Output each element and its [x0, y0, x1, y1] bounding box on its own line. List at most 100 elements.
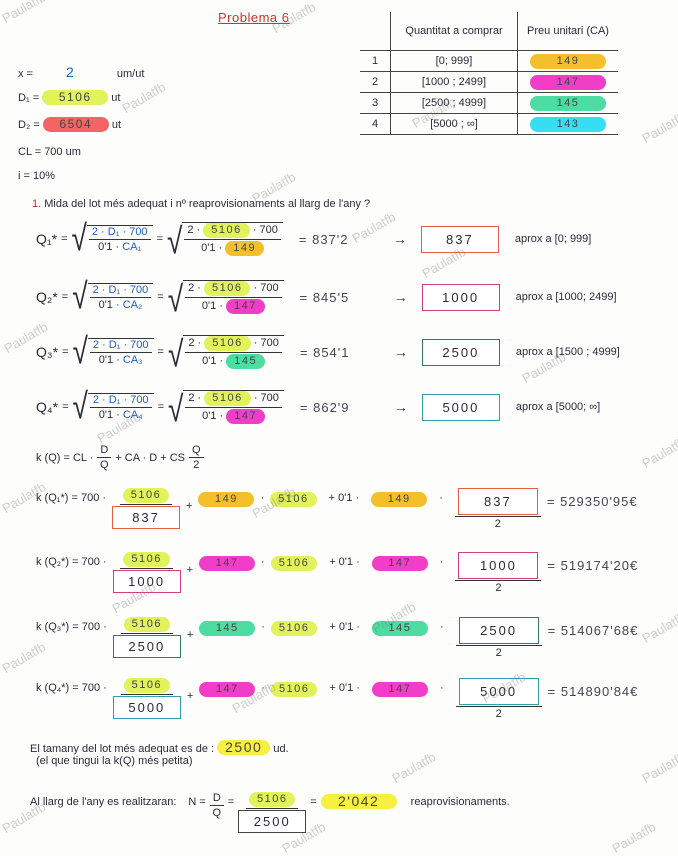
price-pill: 147: [199, 556, 256, 571]
sqrt-body: 2 · D₁ · 700 0'1 · CA₄: [87, 393, 154, 421]
k-two: 2: [193, 459, 200, 471]
demand-pill: 5106: [270, 492, 317, 507]
question-number: 1.: [32, 198, 42, 210]
fraction: 837 2: [454, 488, 541, 530]
denominator: 0'1 · 147: [202, 408, 266, 424]
q-row: Q₁* = √ 2 · D₁ · 700 0'1 · CA₁ = √ 2 · 5106 · 7…: [36, 220, 592, 259]
sqrt-body: 2 · D₁ · 700 0'1 · CA₂: [87, 283, 154, 311]
plus: +: [186, 690, 194, 702]
k-q: Q: [100, 459, 109, 471]
sqrt-body: 2 · 5106 · 700 0'1 · 147: [183, 390, 284, 424]
final-value: 2'042: [320, 794, 397, 809]
plus: +: [186, 629, 194, 641]
numerator: 2 · D₁ · 700: [88, 226, 151, 240]
arrow-icon: →: [393, 399, 408, 415]
header-quantity: Quantitat a comprar: [390, 12, 518, 51]
denominator: 0'1 · CA₃: [98, 354, 143, 366]
arrow-icon: →: [393, 289, 408, 305]
price-pill: 149: [225, 241, 265, 256]
q-box: 1000: [421, 283, 500, 311]
q-approx: aprox a [0; 999]: [514, 233, 592, 245]
numerator: 2 · D₁ · 700: [89, 394, 152, 408]
final-fraction: 5106 2500: [238, 792, 307, 833]
watermark: Paulatfb: [119, 79, 169, 116]
numerator: 2 · D₁ · 700: [89, 339, 152, 353]
q-box: 837: [112, 506, 181, 529]
equals: =: [157, 401, 164, 413]
k-total: = 529350'95€: [546, 494, 638, 509]
row-index: 4: [360, 113, 391, 135]
k-d: D: [97, 444, 112, 458]
row-quantity: [2500 ; 4999]: [390, 92, 518, 114]
dot: ·: [439, 682, 444, 694]
row-quantity: [1000 ; 2499]: [390, 71, 518, 93]
q-box: 1000: [458, 552, 539, 579]
equals: =: [61, 291, 69, 303]
k-row: k (Q₃*) = 700 · 5106 2500 +145 · 5106 + 0'1 · 1…: [36, 617, 638, 659]
sqrt-body: 2 · 5106 · 700 0'1 · 149: [182, 222, 283, 256]
price-pill: 145: [530, 95, 606, 111]
sqrt-numeric: √ 2 · 5106 · 700 0'1 · 147: [168, 390, 284, 428]
d1-label: D₁ =: [18, 92, 40, 104]
fraction: 2 · 5106 · 700 0'1 · 145: [185, 336, 282, 369]
watermark: Paulatfb: [639, 434, 678, 471]
k-label: k (Q₄*) = 700 ·: [36, 682, 107, 694]
watermark: Paulatfb: [639, 109, 678, 146]
row-index: 1: [360, 50, 391, 72]
price-table: Quantitat a comprar Preu unitari (CA) 1[…: [360, 12, 618, 135]
q-result: = 854'1: [299, 344, 350, 360]
numerator: 5000: [455, 678, 542, 707]
cost: · 700: [250, 392, 279, 404]
carry-cost: + 0'1 ·: [329, 556, 360, 568]
x-unit: um/ut: [116, 68, 145, 80]
k-formula-mid: + CA · D + CS: [115, 451, 186, 464]
header-index: [360, 12, 391, 51]
q-box: 837: [457, 488, 538, 515]
price-pill: 147: [371, 556, 428, 571]
row-index: 3: [360, 92, 391, 114]
watermark: Paulatfb: [609, 819, 659, 856]
q-box: 2500: [458, 617, 539, 644]
two: 2 ·: [187, 224, 204, 236]
table-row: 4 [5000 ; ∞] 143: [360, 113, 618, 135]
watermark: Paulatfb: [0, 0, 49, 26]
fraction: 2 · 5106 · 700 0'1 · 147: [185, 281, 282, 314]
denominator: 0'1 · CA₁: [98, 241, 142, 253]
fraction: 2 · 5106 · 700 0'1 · 149: [184, 223, 281, 256]
fraction: 2500 2: [455, 617, 542, 659]
price-pill: 147: [225, 299, 265, 314]
question-text: Mida del lot més adequat i nº reaprovisi…: [44, 198, 371, 210]
equals: =: [157, 346, 164, 358]
q-row: Q₄* = √ 2 · D₁ · 700 0'1 · CA₄ = √ 2 · 5106 · 7…: [36, 388, 600, 428]
k-label: k (Q₃*) = 700 ·: [36, 621, 107, 633]
price-pill: 147: [199, 682, 256, 697]
fraction: 5000 2: [455, 678, 542, 720]
x-label: x =: [18, 68, 33, 80]
price-pill: 149: [198, 492, 255, 507]
demand-pill: 5106: [204, 336, 251, 351]
numerator: 2 · 5106 · 700: [184, 223, 281, 240]
row-price: 143: [517, 113, 618, 135]
row-quantity: [5000 ; ∞]: [390, 113, 518, 135]
dot: ·: [439, 556, 444, 568]
denominator: 2: [494, 518, 501, 530]
dot: ·: [261, 556, 265, 568]
page-title: Problema 6: [218, 10, 290, 25]
demand-pill: 5106: [122, 488, 170, 503]
price-pill: 149: [371, 492, 428, 507]
fraction: 2 · D₁ · 700 0'1 · CA₃: [89, 339, 152, 366]
numerator: 837: [454, 488, 541, 517]
final-num: 5106: [248, 792, 296, 807]
ca-label: CA₁: [122, 241, 142, 253]
conclusion-text: El tamany del lot més adequat es de :: [30, 743, 215, 755]
dot: ·: [261, 682, 265, 694]
sqrt-icon: √: [167, 221, 183, 262]
price-pill: 143: [530, 116, 606, 132]
fraction: 2 · D₁ · 700 0'1 · CA₂: [89, 284, 152, 311]
conclusion-unit: ud.: [273, 743, 289, 755]
row-index: 2: [360, 71, 391, 93]
fraction: 5106 837: [112, 488, 181, 529]
sqrt-icon: √: [72, 276, 88, 317]
arrow-icon: →: [392, 231, 407, 247]
